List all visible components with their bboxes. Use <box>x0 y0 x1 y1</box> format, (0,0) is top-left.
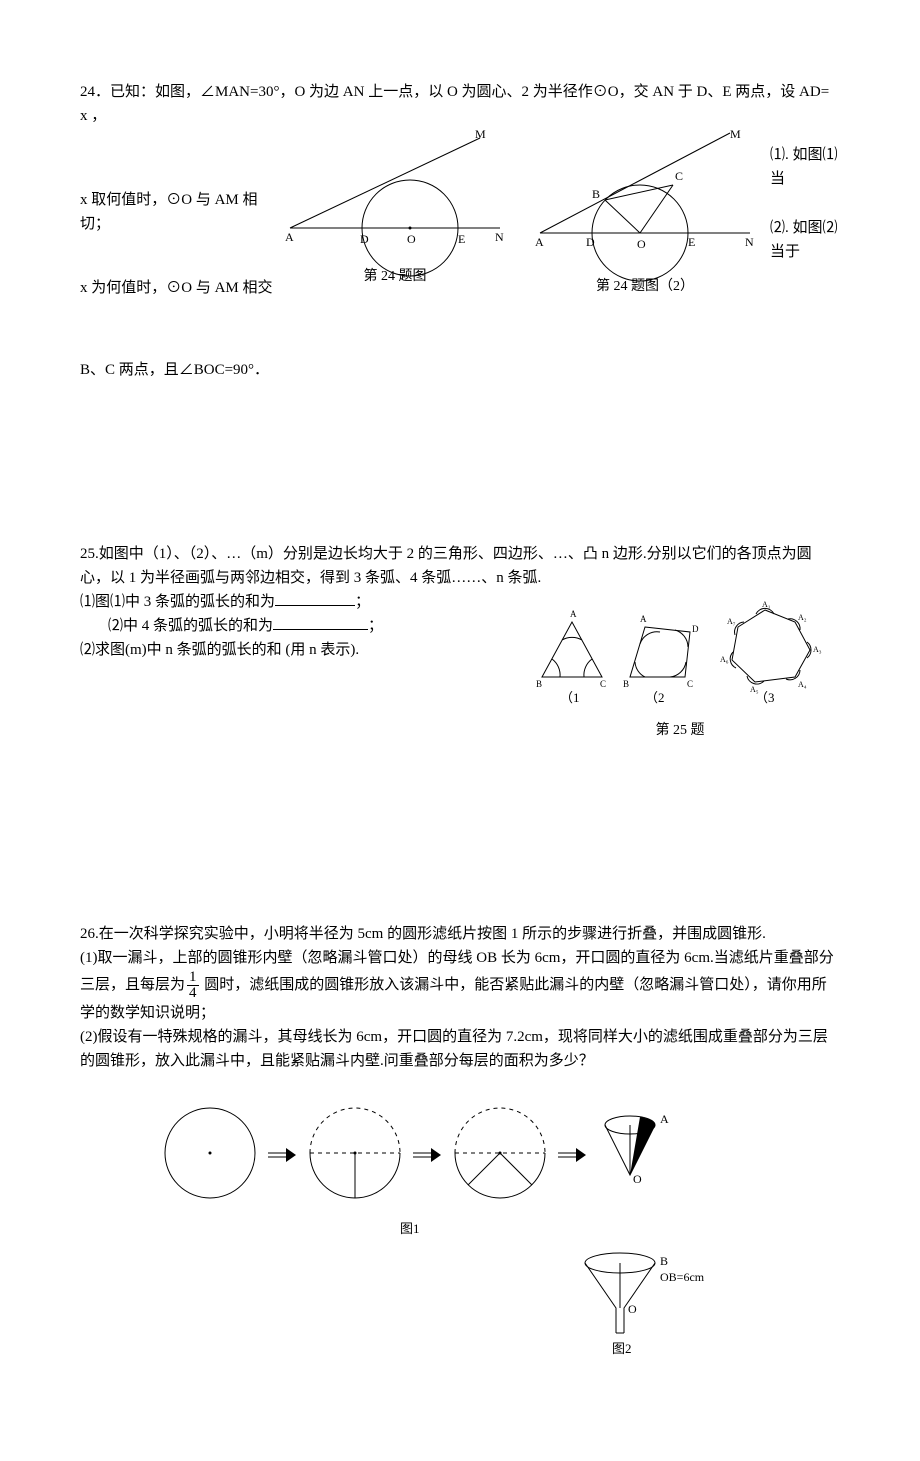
p25-svg: A B C （1 A D C B （2 A₁ A₂ A <box>530 602 830 712</box>
p26-q1: (1)取一漏斗，上部的圆锥形内壁（忽略漏斗管口处）的母线 OB 长为 6cm，开… <box>80 946 840 1025</box>
p24-right-1: ⑴. 如图⑴当 <box>770 143 840 191</box>
p25-A3: A₃ <box>813 645 822 654</box>
p24-fig2-caption: 第 24 题图（2） <box>530 276 760 298</box>
label-N: N <box>495 230 504 244</box>
p25-q1b: ⑵中 4 条弧的弧长的和为 <box>108 618 273 634</box>
p25-A4: A₄ <box>798 680 807 689</box>
p25-tA: A <box>570 609 577 619</box>
p26-A: A <box>660 1112 669 1126</box>
p24-intro: 24．已知：如图，∠MAN=30°，O 为边 AN 上一点，以 O 为圆心、2 … <box>80 80 840 128</box>
p26-q2: (2)假设有一特殊规格的漏斗，其母线长为 6cm，开口圆的直径为 7.2cm，现… <box>80 1025 840 1073</box>
p25-intro: 25.如图中（1）、（2）、…（m）分别是边长均大于 2 的三角形、四边形、…、… <box>80 542 840 590</box>
p25-qD: D <box>692 624 699 634</box>
blank-2 <box>273 614 368 630</box>
p26-intro: 26.在一次科学探究实验中，小明将半径为 5cm 的圆形滤纸片按图 1 所示的步… <box>80 922 840 946</box>
label-D2: D <box>586 235 595 249</box>
label-N2: N <box>745 235 754 249</box>
label-A: A <box>285 230 294 244</box>
p26-OB: OB=6cm <box>660 1270 705 1284</box>
label-M: M <box>475 127 486 141</box>
p25-q1a: ⑴图⑴中 3 条弧的弧长的和为 <box>80 594 275 610</box>
p25-q1b-end: ； <box>368 618 383 634</box>
p25-tB: B <box>536 679 542 689</box>
p26-fig1-caption: 图1 <box>400 1221 420 1236</box>
label-O: O <box>407 232 416 246</box>
p26-frac-num: 1 <box>187 970 199 986</box>
p24-fig2: A D O E N M B C 第 24 题图（2） <box>530 128 760 298</box>
p25-sub3: （3 <box>755 690 775 705</box>
p24-left-1: x 取何值时，⊙O 与 AM 相切； <box>80 188 280 236</box>
p24-right-2: ⑵. 如图⑵当于 <box>770 216 840 264</box>
p26-frac: 14 <box>187 970 199 1001</box>
problem-25: 25.如图中（1）、（2）、…（m）分别是边长均大于 2 的三角形、四边形、…、… <box>80 542 840 742</box>
p24-figures: A D O E N M 第 24 题图 <box>280 128 780 298</box>
p24-left-column: x 取何值时，⊙O 与 AM 相切； x 为何值时，⊙O 与 AM 相交 <box>80 128 280 300</box>
p24-body: x 取何值时，⊙O 与 AM 相切； x 为何值时，⊙O 与 AM 相交 A D… <box>80 128 840 358</box>
p25-sub1: （1 <box>560 690 580 705</box>
p25-q1a-end: ； <box>355 594 370 610</box>
p24-fig1-caption: 第 24 题图 <box>280 266 510 288</box>
p25-A1: A₁ <box>762 600 771 609</box>
p26-O1: O <box>633 1172 642 1186</box>
label-E: E <box>458 232 465 246</box>
problem-26: 26.在一次科学探究实验中，小明将半径为 5cm 的圆形滤纸片按图 1 所示的步… <box>80 922 840 1361</box>
p25-figure: A B C （1 A D C B （2 A₁ A₂ A <box>530 602 830 742</box>
problem-24: 24．已知：如图，∠MAN=30°，O 为边 AN 上一点，以 O 为圆心、2 … <box>80 80 840 382</box>
p26-O2: O <box>628 1302 637 1316</box>
label-M2: M <box>730 127 741 141</box>
label-A2: A <box>535 235 544 249</box>
p25-A6: A₆ <box>720 655 729 664</box>
p25-A7: A₇ <box>727 617 736 626</box>
p25-qB: B <box>623 679 629 689</box>
p25-A2: A₂ <box>798 613 807 622</box>
p24-fig1: A D O E N M 第 24 题图 <box>280 128 510 298</box>
p26-fig2-caption: 图2 <box>612 1341 632 1356</box>
p24-fig2-svg: A D O E N M B C <box>530 128 760 258</box>
p24-left-2: x 为何值时，⊙O 与 AM 相交 <box>80 276 280 300</box>
p25-tC: C <box>600 679 606 689</box>
p25-caption: 第 25 题 <box>530 720 830 742</box>
p26-B: B <box>660 1254 668 1268</box>
label-B: B <box>592 187 600 201</box>
label-E2: E <box>688 235 695 249</box>
p24-bottom: B、C 两点，且∠BOC=90°． <box>80 358 840 382</box>
p26-frac-den: 4 <box>187 986 199 1001</box>
p25-qC: C <box>687 679 693 689</box>
label-C: C <box>675 169 683 183</box>
p25-sub2: （2 <box>645 690 665 705</box>
blank-1 <box>275 590 355 606</box>
label-O2: O <box>637 237 646 251</box>
p26-svg: A O 图1 B OB=6cm O 图2 <box>140 1093 780 1353</box>
label-D: D <box>360 232 369 246</box>
p26-figure: A O 图1 B OB=6cm O 图2 <box>80 1093 840 1361</box>
p25-qA: A <box>640 614 647 624</box>
p24-fig1-svg: A D O E N M <box>280 128 510 258</box>
p24-right-column: ⑴. 如图⑴当 ⑵. 如图⑵当于 <box>770 128 840 264</box>
